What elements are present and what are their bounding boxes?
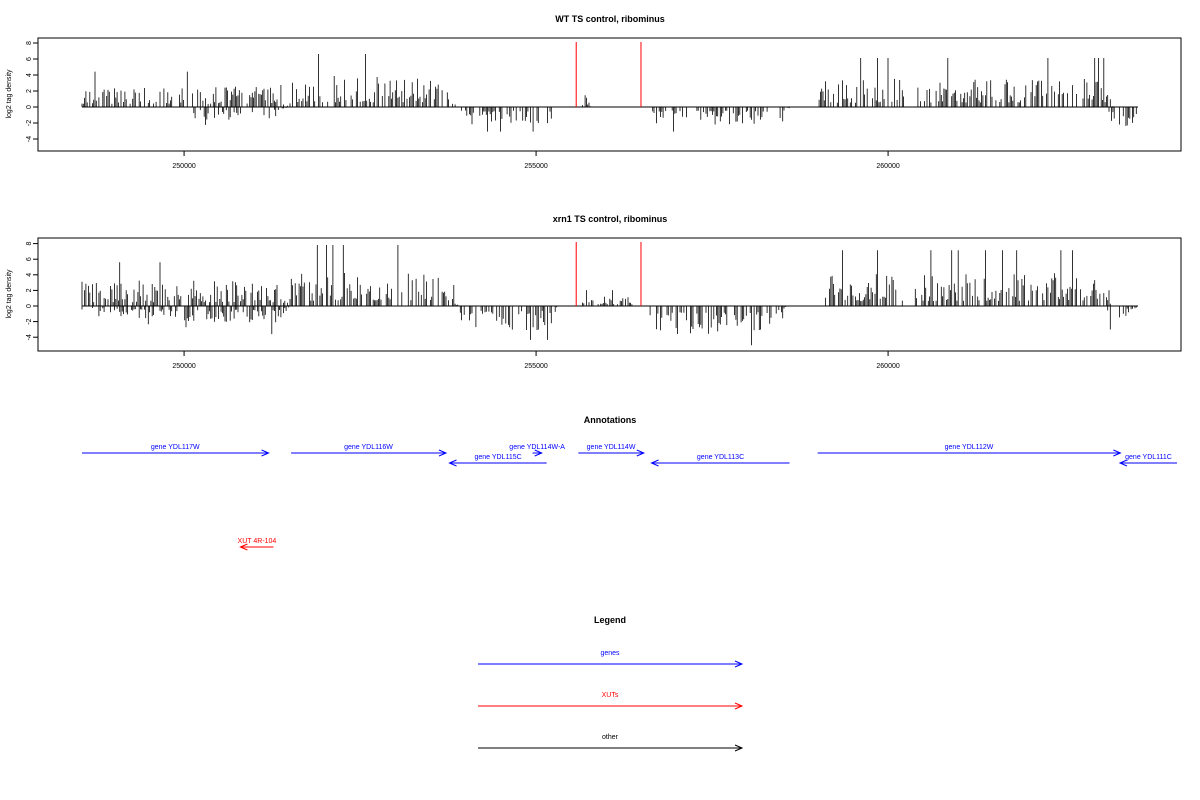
feature-label: XUT 4R-104	[238, 538, 277, 545]
feature-xut: XUT 4R-104	[238, 538, 277, 551]
xrn1-markers	[575, 242, 642, 306]
feature-label: gene YDL114W	[587, 444, 636, 451]
feature-list: gene YDL117W gene YDL116W gene YDL115C gene…	[82, 444, 1177, 551]
y-tick-label: 6	[26, 257, 33, 261]
feature-label: gene YDL111C	[1125, 454, 1172, 461]
x-tick-label: 255000	[524, 363, 547, 370]
feature-gene: gene YDL111C	[1118, 454, 1177, 467]
y-tick-label: -4	[26, 334, 33, 340]
feature-arrow-arrowhead	[448, 459, 457, 467]
feature-gene: gene YDL114W-A	[509, 444, 565, 457]
x-tick-label: 260000	[876, 363, 899, 370]
feature-label: gene YDL113C	[697, 454, 744, 461]
feature-gene: gene YDL117W	[82, 444, 270, 457]
feature-arrow-arrowhead	[239, 543, 248, 551]
y-tick-label: 4	[26, 73, 33, 77]
legend: Legend genes XUTs other	[478, 615, 744, 752]
feature-arrow-arrowhead	[1118, 459, 1128, 467]
density-bars	[81, 245, 1137, 346]
feature-gene: gene YDL112W	[817, 444, 1122, 457]
legend-title: Legend	[594, 615, 626, 625]
feature-label: gene YDL112W	[945, 444, 994, 451]
xrn1-y-axis-label: log2 tag density	[6, 269, 13, 319]
feature-label: gene YDL116W	[344, 444, 393, 451]
feature-gene: gene YDL115C	[448, 454, 547, 467]
xrn1-panel-title: xrn1 TS control, ribominus	[553, 214, 668, 224]
legend-label: other	[602, 734, 619, 741]
feature-label: gene YDL117W	[151, 444, 200, 451]
feature-label: gene YDL115C	[474, 454, 521, 461]
feature-arrow-arrowhead	[534, 449, 543, 457]
y-tick-label: 0	[26, 105, 33, 109]
y-tick-label: -2	[26, 318, 33, 324]
wt-markers	[575, 42, 642, 107]
y-tick-label: -4	[26, 136, 33, 142]
legend-arrowhead	[734, 702, 744, 710]
x-tick-label: 250000	[172, 363, 195, 370]
y-tick-label: 8	[26, 41, 33, 45]
legend-label: genes	[600, 650, 620, 657]
x-tick-label: 255000	[524, 163, 547, 170]
y-tick-label: 0	[26, 304, 33, 308]
xrn1-y-axis: -4 -2 0 2 4 6 8	[26, 242, 39, 340]
wt-panel: WT TS control, ribominus log2 tag densit…	[6, 14, 1182, 170]
feature-label: gene YDL114W-A	[509, 444, 565, 451]
x-tick-label: 250000	[172, 163, 195, 170]
legend-item: XUTs	[478, 692, 744, 710]
legend-arrowhead	[734, 744, 744, 752]
y-tick-label: 2	[26, 89, 33, 93]
wt-panel-title: WT TS control, ribominus	[555, 14, 665, 24]
x-tick-label: 260000	[876, 163, 899, 170]
feature-arrow-arrowhead	[438, 449, 448, 457]
feature-gene: gene YDL114W	[578, 444, 646, 457]
y-tick-label: 6	[26, 57, 33, 61]
legend-items: genes XUTs other	[478, 650, 744, 752]
legend-item: genes	[478, 650, 744, 668]
feature-gene: gene YDL113C	[650, 454, 790, 467]
y-tick-label: -2	[26, 120, 33, 126]
xrn1-plot-frame	[37, 237, 1182, 352]
feature-arrow-arrowhead	[636, 449, 646, 457]
legend-item: other	[478, 734, 744, 752]
feature-arrow-arrowhead	[650, 459, 659, 467]
feature-arrow-arrowhead	[261, 449, 270, 457]
wt-y-axis-label: log2 tag density	[6, 69, 13, 119]
feature-arrow-arrowhead	[1113, 449, 1122, 457]
feature-gene: gene YDL116W	[291, 444, 448, 457]
legend-label: XUTs	[602, 692, 619, 699]
y-tick-label: 2	[26, 288, 33, 292]
xrn1-panel: xrn1 TS control, ribominus log2 tag dens…	[6, 214, 1182, 370]
y-tick-label: 8	[26, 242, 33, 246]
xrn1-x-axis: 250000 255000 260000	[172, 351, 900, 370]
annotations-title: Annotations	[584, 415, 637, 425]
density-bars	[81, 54, 1138, 132]
xrn1-bars	[81, 245, 1137, 346]
y-tick-label: 4	[26, 273, 33, 277]
wt-y-axis: -4 -2 0 2 4 6 8	[26, 41, 39, 142]
wt-x-axis: 250000 255000 260000	[172, 151, 900, 170]
legend-arrowhead	[734, 660, 744, 668]
wt-plot-frame	[37, 37, 1182, 152]
annotations-track: Annotations gene YDL117W gene YDL116Wgene…	[82, 415, 1177, 551]
wt-bars	[81, 54, 1138, 132]
